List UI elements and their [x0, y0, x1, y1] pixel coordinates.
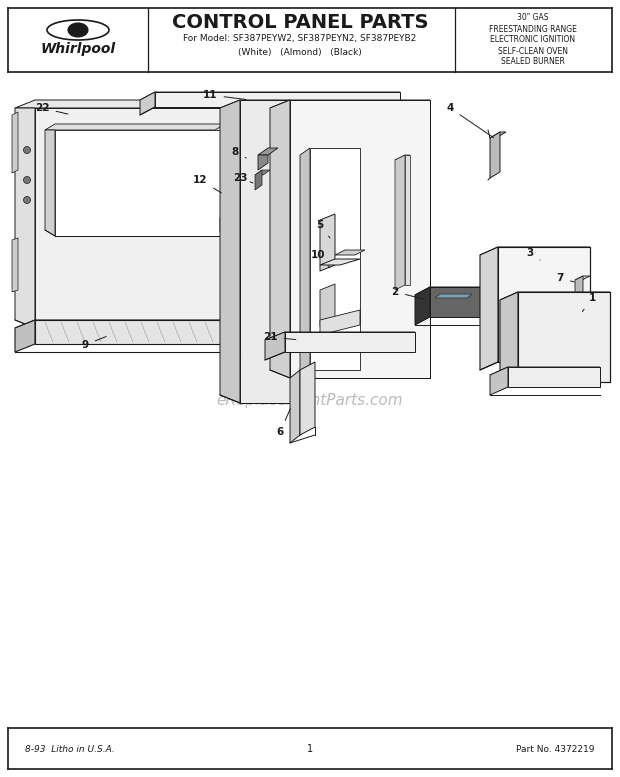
Text: CONTROL PANEL PARTS: CONTROL PANEL PARTS	[172, 12, 428, 32]
Polygon shape	[12, 112, 18, 173]
Text: 4: 4	[446, 103, 494, 138]
Polygon shape	[140, 92, 400, 100]
Polygon shape	[230, 218, 240, 238]
Polygon shape	[220, 100, 290, 108]
Text: 5: 5	[316, 220, 330, 238]
Polygon shape	[395, 155, 405, 290]
Text: 30" GAS: 30" GAS	[517, 13, 549, 23]
Polygon shape	[508, 367, 600, 387]
Text: 7: 7	[556, 273, 574, 283]
Text: Part No. 4372219: Part No. 4372219	[516, 744, 595, 754]
Polygon shape	[140, 92, 155, 115]
Polygon shape	[490, 132, 506, 138]
Polygon shape	[300, 148, 310, 377]
Text: 11: 11	[203, 90, 246, 100]
Polygon shape	[300, 362, 315, 435]
Polygon shape	[490, 132, 500, 178]
Polygon shape	[518, 292, 610, 382]
Text: 12: 12	[193, 175, 221, 193]
Polygon shape	[15, 320, 240, 328]
Polygon shape	[55, 130, 225, 236]
Polygon shape	[395, 155, 410, 160]
Polygon shape	[255, 170, 270, 175]
Polygon shape	[35, 320, 240, 344]
Polygon shape	[500, 292, 610, 300]
Polygon shape	[240, 100, 290, 403]
Polygon shape	[415, 287, 480, 295]
Circle shape	[24, 147, 30, 154]
Text: Whirlpool: Whirlpool	[40, 42, 115, 56]
Polygon shape	[575, 276, 590, 280]
Polygon shape	[320, 284, 335, 326]
Polygon shape	[498, 247, 590, 362]
Text: (White)   (Almond)   (Black): (White) (Almond) (Black)	[238, 47, 362, 57]
Polygon shape	[575, 276, 583, 310]
Text: 6: 6	[277, 409, 290, 437]
Circle shape	[24, 197, 30, 204]
Polygon shape	[270, 100, 430, 108]
Polygon shape	[310, 148, 360, 370]
Text: 9: 9	[81, 336, 106, 350]
Polygon shape	[320, 214, 335, 271]
Polygon shape	[220, 100, 240, 403]
Text: 8: 8	[231, 147, 246, 158]
Polygon shape	[255, 170, 262, 190]
Text: 8-93  Litho in U.S.A.: 8-93 Litho in U.S.A.	[25, 744, 115, 754]
Polygon shape	[258, 155, 268, 170]
Polygon shape	[490, 367, 600, 375]
Polygon shape	[285, 332, 415, 352]
Polygon shape	[265, 332, 285, 360]
Polygon shape	[45, 130, 55, 236]
Polygon shape	[490, 367, 508, 395]
Polygon shape	[15, 108, 35, 328]
Text: 2: 2	[391, 287, 424, 299]
Text: ELECTRONIC IGNITION: ELECTRONIC IGNITION	[490, 36, 575, 44]
Circle shape	[24, 176, 30, 183]
Text: 10: 10	[311, 250, 330, 268]
Polygon shape	[320, 310, 360, 335]
Text: For Model: SF387PEYW2, SF387PEYN2, SF387PEYB2: For Model: SF387PEYW2, SF387PEYN2, SF387…	[184, 33, 417, 43]
Polygon shape	[430, 287, 480, 317]
Polygon shape	[220, 218, 230, 238]
Text: 1: 1	[582, 293, 596, 312]
Polygon shape	[35, 108, 240, 328]
Polygon shape	[335, 250, 365, 255]
Polygon shape	[155, 92, 400, 107]
Text: 1: 1	[307, 744, 313, 754]
Polygon shape	[270, 100, 290, 378]
Polygon shape	[220, 212, 240, 218]
Polygon shape	[480, 247, 590, 255]
Polygon shape	[435, 294, 472, 298]
Polygon shape	[480, 247, 498, 370]
Polygon shape	[320, 259, 360, 265]
Text: 23: 23	[232, 173, 253, 183]
Text: 21: 21	[263, 332, 296, 342]
Polygon shape	[415, 287, 430, 325]
Polygon shape	[15, 320, 35, 352]
Polygon shape	[290, 370, 300, 443]
Polygon shape	[258, 148, 278, 155]
Text: FREESTANDING RANGE: FREESTANDING RANGE	[489, 25, 577, 33]
Polygon shape	[12, 238, 18, 292]
Ellipse shape	[68, 23, 88, 37]
Polygon shape	[290, 100, 430, 378]
Polygon shape	[45, 124, 225, 130]
Polygon shape	[405, 155, 410, 285]
Text: SEALED BURNER: SEALED BURNER	[501, 57, 565, 67]
Polygon shape	[265, 332, 415, 340]
Text: 3: 3	[526, 248, 540, 260]
Text: 22: 22	[35, 103, 68, 114]
Text: eReplacementParts.com: eReplacementParts.com	[216, 392, 404, 407]
Polygon shape	[15, 100, 240, 108]
Text: SELF-CLEAN OVEN: SELF-CLEAN OVEN	[498, 47, 568, 55]
Polygon shape	[500, 292, 518, 390]
